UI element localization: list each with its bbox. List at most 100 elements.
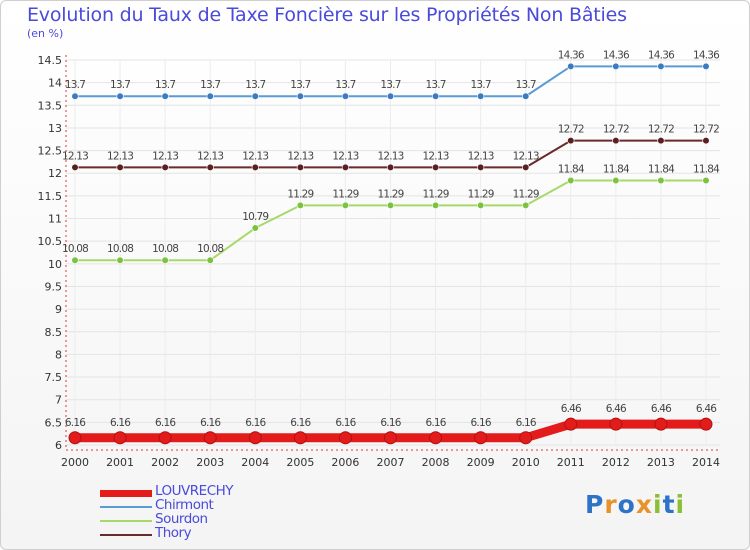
y-tick-label: 12 [48, 167, 62, 180]
y-tick-label: 14.5 [38, 54, 63, 67]
data-label: 12.72 [693, 124, 719, 136]
data-label: 11.84 [603, 163, 630, 175]
data-point [206, 163, 214, 171]
legend-label: Thory [155, 525, 192, 541]
data-label: 6.16 [155, 417, 176, 429]
y-tick-label: 13.5 [38, 99, 63, 112]
data-label: 13.7 [155, 79, 175, 91]
data-point [386, 163, 395, 171]
y-tick-label: 11 [48, 213, 62, 226]
data-point [612, 137, 620, 145]
x-tick-label: 2011 [557, 456, 585, 469]
data-label: 6.46 [561, 403, 582, 415]
data-label: 12.13 [423, 150, 449, 162]
data-point [206, 256, 214, 264]
x-tick-label: 2010 [512, 456, 540, 469]
data-label: 11.29 [287, 188, 313, 200]
x-tick-label: 2008 [422, 456, 450, 469]
data-label: 14.36 [603, 49, 630, 61]
chart-title: Evolution du Taux de Taxe Foncière sur l… [27, 4, 627, 26]
data-point [702, 137, 710, 145]
data-point [522, 201, 530, 209]
legend-swatch-louvrechy [100, 490, 152, 497]
data-label: 13.7 [110, 79, 130, 91]
data-label: 10.08 [107, 243, 133, 255]
data-point [161, 92, 169, 100]
data-label: 13.7 [245, 79, 265, 91]
data-point [612, 176, 620, 185]
data-point [384, 431, 397, 445]
data-label: 12.13 [513, 150, 539, 162]
y-tick-label: 8.5 [45, 326, 63, 339]
data-label: 10.08 [62, 243, 88, 255]
x-tick-label: 2009 [467, 456, 495, 469]
data-point [116, 163, 124, 171]
legend-label: Sourdon [155, 511, 208, 527]
data-label: 6.46 [651, 403, 672, 415]
y-tick-label: 9 [55, 303, 62, 316]
data-label: 6.16 [245, 417, 266, 429]
logo-letter: P [585, 490, 605, 519]
data-point [522, 92, 530, 100]
y-tick-label: 8 [55, 348, 62, 361]
data-point [431, 163, 440, 171]
data-point [341, 92, 350, 100]
data-label: 12.13 [377, 150, 403, 162]
data-label: 12.13 [197, 150, 223, 162]
data-label: 10.08 [197, 243, 223, 255]
data-label: 11.29 [513, 188, 539, 200]
data-point [474, 431, 488, 445]
x-tick-label: 2000 [61, 456, 89, 469]
data-point [203, 431, 217, 445]
proxiti-logo: Proxiti [585, 490, 685, 519]
data-label: 12.13 [62, 150, 88, 162]
data-point [116, 92, 124, 100]
data-label: 14.36 [648, 49, 675, 61]
data-point [296, 163, 304, 171]
logo-letter: x [635, 490, 653, 519]
data-point [477, 92, 485, 100]
legend-label: LOUVRECHY [155, 483, 234, 499]
data-point [161, 163, 169, 171]
data-point [296, 92, 304, 100]
data-point [609, 417, 623, 431]
data-point [251, 92, 259, 100]
legend-swatch-thory [100, 534, 152, 536]
data-point [657, 137, 665, 145]
data-label: 12.13 [287, 150, 313, 162]
data-point [116, 256, 124, 264]
data-point [567, 176, 575, 185]
x-tick-label: 2007 [377, 456, 405, 469]
x-tick-label: 2014 [692, 456, 720, 469]
data-point [702, 176, 710, 185]
y-tick-label: 7 [55, 394, 62, 407]
data-label: 12.13 [332, 150, 358, 162]
data-label: 6.16 [516, 417, 537, 429]
data-point [386, 201, 395, 209]
data-label: 13.7 [425, 79, 445, 91]
data-point [567, 62, 575, 70]
data-label: 13.7 [335, 79, 355, 91]
y-tick-label: 14 [48, 77, 62, 90]
data-label: 12.13 [468, 150, 494, 162]
data-label: 12.72 [603, 124, 629, 136]
y-tick-label: 6 [55, 439, 62, 452]
x-tick-label: 2006 [331, 456, 359, 469]
data-label: 6.46 [696, 403, 717, 415]
data-point [519, 431, 533, 445]
data-point [251, 163, 259, 171]
data-point [522, 163, 530, 171]
data-point [657, 62, 665, 70]
data-point [341, 163, 350, 171]
data-label: 12.13 [107, 150, 133, 162]
data-label: 13.7 [471, 79, 491, 91]
y-axis-unit-label: (en %) [27, 27, 64, 40]
logo-letter: i [653, 490, 663, 519]
data-point [161, 256, 169, 264]
data-label: 11.29 [332, 188, 358, 200]
data-label: 6.16 [380, 417, 401, 429]
data-point [293, 431, 307, 445]
data-label: 12.72 [558, 124, 584, 136]
data-point [338, 431, 352, 445]
